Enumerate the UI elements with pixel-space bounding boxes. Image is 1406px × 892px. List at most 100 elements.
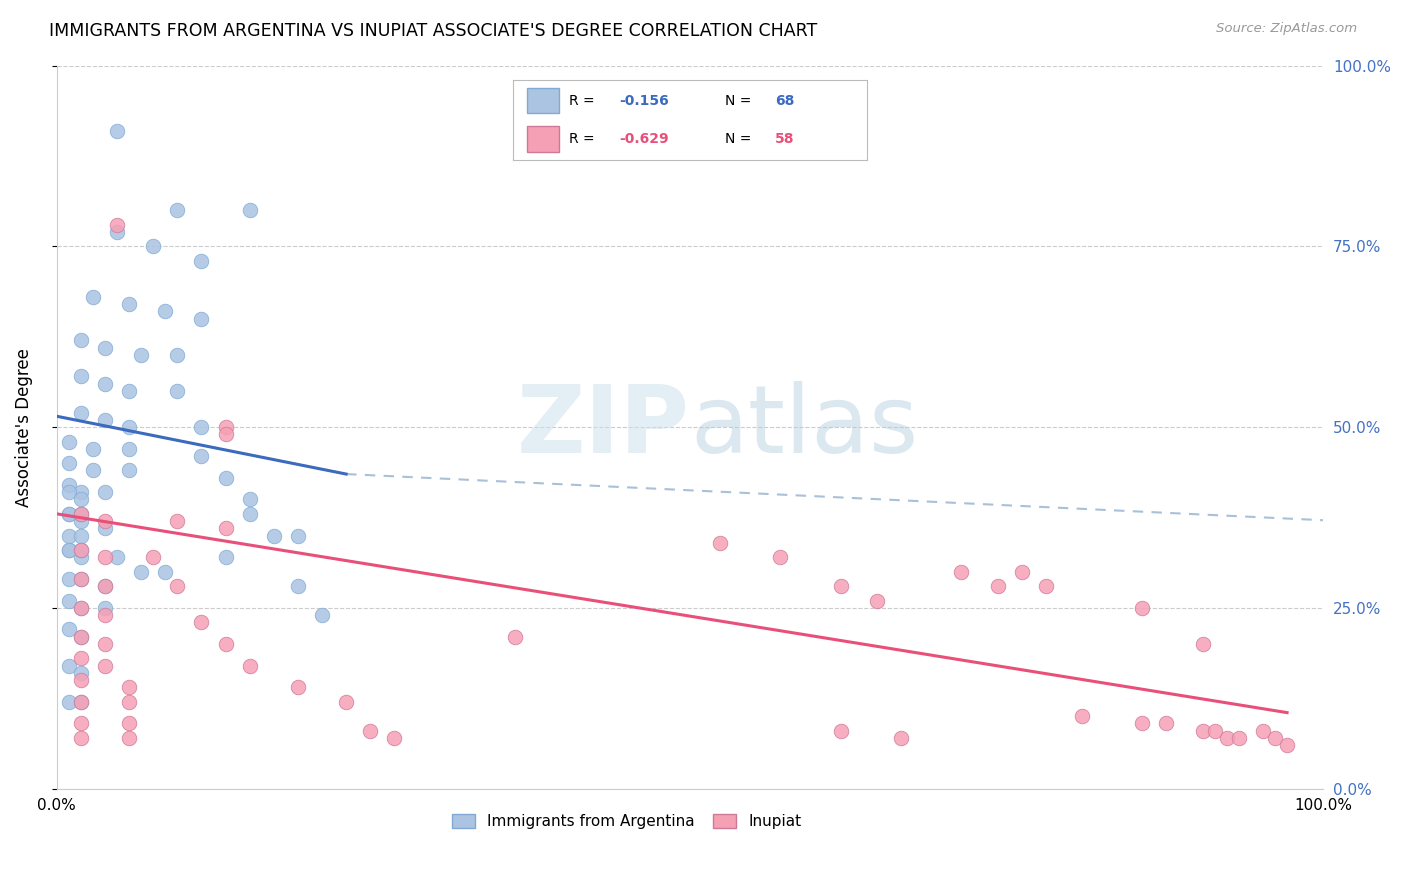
Point	[58, 543, 80, 558]
Point	[1216, 731, 1239, 745]
Point	[82, 290, 104, 304]
Point	[58, 572, 80, 586]
Point	[69, 665, 91, 680]
Text: Source: ZipAtlas.com: Source: ZipAtlas.com	[1216, 22, 1357, 36]
Point	[94, 579, 117, 593]
Point	[709, 535, 731, 549]
Point	[94, 413, 117, 427]
Point	[1275, 738, 1298, 752]
Point	[94, 658, 117, 673]
Point	[105, 218, 128, 232]
Point	[118, 716, 141, 731]
Point	[94, 521, 117, 535]
Point	[190, 449, 212, 463]
Point	[69, 492, 91, 507]
Point	[69, 630, 91, 644]
Point	[69, 731, 91, 745]
Point	[58, 485, 80, 500]
Point	[830, 723, 852, 738]
Point	[105, 225, 128, 239]
Point	[311, 607, 333, 622]
Point	[69, 550, 91, 565]
Point	[58, 456, 80, 470]
Point	[94, 579, 117, 593]
Point	[82, 463, 104, 477]
Point	[58, 478, 80, 492]
Point	[866, 593, 889, 607]
Point	[69, 572, 91, 586]
Point	[69, 507, 91, 521]
Point	[129, 348, 152, 362]
Point	[1204, 723, 1226, 738]
Point	[69, 716, 91, 731]
Point	[118, 420, 141, 434]
Point	[1071, 709, 1094, 723]
Point	[94, 514, 117, 528]
Point	[69, 673, 91, 687]
Point	[239, 658, 262, 673]
Point	[214, 550, 236, 565]
Point	[190, 253, 212, 268]
Text: ZIP: ZIP	[517, 381, 690, 473]
Point	[1156, 716, 1178, 731]
Point	[69, 651, 91, 665]
Point	[239, 492, 262, 507]
Point	[190, 311, 212, 326]
Point	[503, 630, 526, 644]
Point	[118, 731, 141, 745]
Point	[830, 579, 852, 593]
Y-axis label: Associate's Degree: Associate's Degree	[15, 348, 32, 507]
Point	[214, 427, 236, 442]
Point	[58, 543, 80, 558]
Point	[287, 528, 309, 542]
Point	[166, 348, 188, 362]
Point	[69, 600, 91, 615]
Point	[58, 528, 80, 542]
Point	[69, 543, 91, 558]
Point	[69, 406, 91, 420]
Text: IMMIGRANTS FROM ARGENTINA VS INUPIAT ASSOCIATE'S DEGREE CORRELATION CHART: IMMIGRANTS FROM ARGENTINA VS INUPIAT ASS…	[49, 22, 817, 40]
Point	[1130, 600, 1153, 615]
Point	[287, 681, 309, 695]
Point	[987, 579, 1010, 593]
Point	[82, 442, 104, 456]
Point	[69, 543, 91, 558]
Point	[94, 485, 117, 500]
Point	[58, 695, 80, 709]
Point	[769, 550, 792, 565]
Point	[58, 507, 80, 521]
Point	[69, 630, 91, 644]
Point	[153, 304, 176, 318]
Point	[94, 600, 117, 615]
Point	[94, 550, 117, 565]
Point	[1251, 723, 1274, 738]
Point	[58, 623, 80, 637]
Point	[1130, 716, 1153, 731]
Point	[263, 528, 285, 542]
Point	[69, 485, 91, 500]
Point	[890, 731, 912, 745]
Point	[166, 579, 188, 593]
Point	[94, 607, 117, 622]
Point	[166, 384, 188, 398]
Point	[69, 695, 91, 709]
Point	[69, 572, 91, 586]
Point	[69, 695, 91, 709]
Point	[129, 565, 152, 579]
Point	[69, 369, 91, 384]
Point	[58, 507, 80, 521]
Point	[118, 297, 141, 311]
Point	[190, 420, 212, 434]
Point	[69, 514, 91, 528]
Point	[105, 550, 128, 565]
Point	[153, 565, 176, 579]
Point	[1227, 731, 1250, 745]
Point	[214, 420, 236, 434]
Point	[69, 334, 91, 348]
Point	[214, 521, 236, 535]
Point	[950, 565, 973, 579]
Point	[105, 123, 128, 137]
Point	[166, 203, 188, 218]
Point	[1264, 731, 1286, 745]
Point	[1191, 723, 1213, 738]
